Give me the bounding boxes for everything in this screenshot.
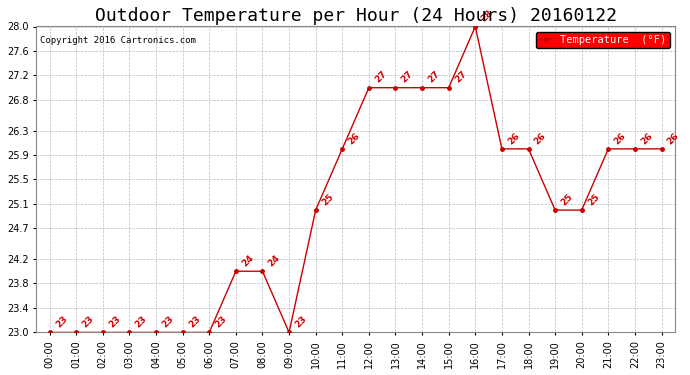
Temperature  (°F) xyxy=(365,86,373,90)
Text: 26: 26 xyxy=(506,131,521,146)
Title: Outdoor Temperature per Hour (24 Hours) 20160122: Outdoor Temperature per Hour (24 Hours) … xyxy=(95,7,617,25)
Temperature  (°F) xyxy=(578,208,586,212)
Temperature  (°F) xyxy=(604,147,613,151)
Temperature  (°F) xyxy=(497,147,506,151)
Text: 23: 23 xyxy=(54,314,69,330)
Temperature  (°F) xyxy=(391,86,400,90)
Text: 23: 23 xyxy=(107,314,122,330)
Temperature  (°F) xyxy=(205,330,213,334)
Temperature  (°F) xyxy=(232,269,240,273)
Temperature  (°F) xyxy=(658,147,666,151)
Temperature  (°F) xyxy=(285,330,293,334)
Temperature  (°F) xyxy=(444,86,453,90)
Text: Copyright 2016 Cartronics.com: Copyright 2016 Cartronics.com xyxy=(39,36,195,45)
Text: 23: 23 xyxy=(81,314,96,330)
Text: 27: 27 xyxy=(373,70,388,85)
Text: 25: 25 xyxy=(320,192,335,207)
Text: 25: 25 xyxy=(586,192,601,207)
Temperature  (°F) xyxy=(152,330,160,334)
Temperature  (°F) xyxy=(471,24,480,29)
Text: 24: 24 xyxy=(240,253,255,268)
Temperature  (°F) xyxy=(524,147,533,151)
Temperature  (°F) xyxy=(46,330,54,334)
Text: 25: 25 xyxy=(560,192,575,207)
Temperature  (°F) xyxy=(258,269,266,273)
Text: 23: 23 xyxy=(213,314,228,330)
Text: 27: 27 xyxy=(426,70,442,85)
Text: 23: 23 xyxy=(187,314,202,330)
Temperature  (°F) xyxy=(99,330,107,334)
Temperature  (°F) xyxy=(126,330,134,334)
Text: 26: 26 xyxy=(533,131,548,146)
Text: 27: 27 xyxy=(400,70,415,85)
Text: 23: 23 xyxy=(293,314,308,330)
Temperature  (°F) xyxy=(179,330,187,334)
Text: 27: 27 xyxy=(453,70,468,85)
Text: 26: 26 xyxy=(666,131,681,146)
Line: Temperature  (°F): Temperature (°F) xyxy=(48,25,663,334)
Text: 24: 24 xyxy=(266,253,282,268)
Temperature  (°F) xyxy=(311,208,319,212)
Legend: Temperature  (°F): Temperature (°F) xyxy=(536,32,669,48)
Text: 23: 23 xyxy=(134,314,149,330)
Temperature  (°F) xyxy=(551,208,560,212)
Temperature  (°F) xyxy=(72,330,80,334)
Text: 23: 23 xyxy=(160,314,175,330)
Text: 26: 26 xyxy=(613,131,628,146)
Temperature  (°F) xyxy=(631,147,639,151)
Temperature  (°F) xyxy=(418,86,426,90)
Text: 26: 26 xyxy=(346,131,362,146)
Temperature  (°F) xyxy=(338,147,346,151)
Text: 26: 26 xyxy=(639,131,654,146)
Text: 28: 28 xyxy=(480,9,495,24)
